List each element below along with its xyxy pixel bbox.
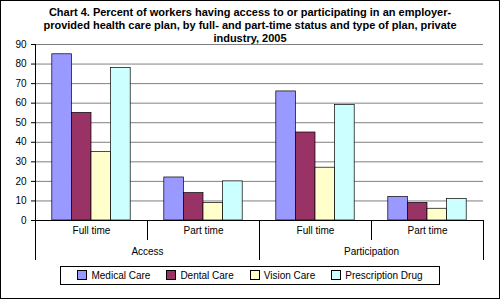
svg-text:Full time: Full time: [73, 225, 111, 236]
svg-text:Participation: Participation: [344, 246, 399, 257]
svg-text:10: 10: [15, 195, 27, 206]
html-text:Vision Care: Vision Care: [263, 270, 316, 281]
html-text:Chart 4. Percent of workers ha: Chart 4. Percent of workers having acces…: [43, 6, 457, 44]
svg-text:0: 0: [21, 215, 27, 226]
svg-text:70: 70: [15, 78, 27, 89]
svg-text:Full time: Full time: [297, 225, 335, 236]
svg-text:60: 60: [15, 97, 27, 108]
svg-text:40: 40: [15, 136, 27, 147]
svg-text:90: 90: [15, 39, 27, 50]
svg-text:Part time: Part time: [407, 225, 447, 236]
svg-text:80: 80: [15, 58, 27, 69]
svg-text:50: 50: [15, 117, 27, 128]
svg-text:Access: Access: [131, 246, 163, 257]
svg-text:30: 30: [15, 156, 27, 167]
html-text:Prescription Drug: Prescription Drug: [345, 270, 423, 281]
svg-text:20: 20: [15, 176, 27, 187]
html-text:Dental Care: Dental Care: [180, 270, 234, 281]
html-text:Medical Care: Medical Care: [91, 270, 151, 281]
svg-text:Part time: Part time: [183, 225, 223, 236]
